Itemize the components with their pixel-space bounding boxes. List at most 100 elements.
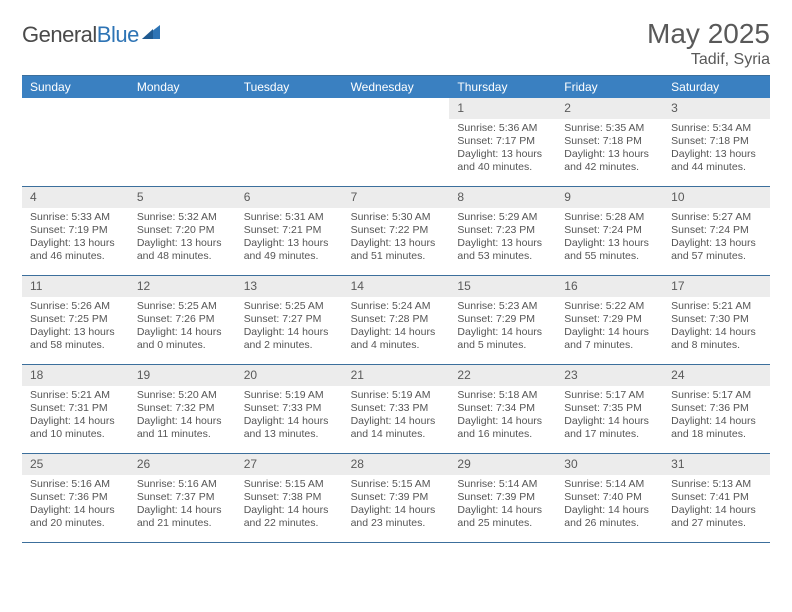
day-details: Sunrise: 5:33 AMSunset: 7:19 PMDaylight:… — [22, 208, 129, 268]
daylight-line-1: Daylight: 13 hours — [564, 237, 657, 250]
day-details: Sunrise: 5:27 AMSunset: 7:24 PMDaylight:… — [663, 208, 770, 268]
day-cell: 20Sunrise: 5:19 AMSunset: 7:33 PMDayligh… — [236, 365, 343, 453]
daylight-line-1: Daylight: 14 hours — [457, 504, 550, 517]
day-number: 22 — [449, 365, 556, 386]
daylight-line-2: and 25 minutes. — [457, 517, 550, 530]
daylight-line-1: Daylight: 14 hours — [137, 326, 230, 339]
daylight-line-1: Daylight: 14 hours — [351, 504, 444, 517]
day-number: 18 — [22, 365, 129, 386]
day-number: 2 — [556, 98, 663, 119]
day-number: 3 — [663, 98, 770, 119]
daylight-line-1: Daylight: 14 hours — [457, 326, 550, 339]
day-cell: 9Sunrise: 5:28 AMSunset: 7:24 PMDaylight… — [556, 187, 663, 275]
week-row: 11Sunrise: 5:26 AMSunset: 7:25 PMDayligh… — [22, 276, 770, 365]
day-cell: 27Sunrise: 5:15 AMSunset: 7:38 PMDayligh… — [236, 454, 343, 542]
day-cell: 24Sunrise: 5:17 AMSunset: 7:36 PMDayligh… — [663, 365, 770, 453]
sunrise-line: Sunrise: 5:36 AM — [457, 122, 550, 135]
day-number: 12 — [129, 276, 236, 297]
sunrise-line: Sunrise: 5:21 AM — [30, 389, 123, 402]
header: GeneralBlue May 2025 Tadif, Syria — [22, 18, 770, 69]
sunset-line: Sunset: 7:39 PM — [457, 491, 550, 504]
daylight-line-2: and 26 minutes. — [564, 517, 657, 530]
sunrise-line: Sunrise: 5:19 AM — [351, 389, 444, 402]
day-number: 31 — [663, 454, 770, 475]
day-number: 19 — [129, 365, 236, 386]
weekday-header: Sunday Monday Tuesday Wednesday Thursday… — [22, 76, 770, 98]
daylight-line-1: Daylight: 14 hours — [671, 326, 764, 339]
logo-sail-icon — [142, 23, 164, 46]
day-cell: 13Sunrise: 5:25 AMSunset: 7:27 PMDayligh… — [236, 276, 343, 364]
day-details: Sunrise: 5:24 AMSunset: 7:28 PMDaylight:… — [343, 297, 450, 357]
daylight-line-2: and 23 minutes. — [351, 517, 444, 530]
daylight-line-2: and 57 minutes. — [671, 250, 764, 263]
day-details: Sunrise: 5:15 AMSunset: 7:38 PMDaylight:… — [236, 475, 343, 535]
day-cell: 17Sunrise: 5:21 AMSunset: 7:30 PMDayligh… — [663, 276, 770, 364]
day-details: Sunrise: 5:16 AMSunset: 7:36 PMDaylight:… — [22, 475, 129, 535]
day-details: Sunrise: 5:25 AMSunset: 7:27 PMDaylight:… — [236, 297, 343, 357]
day-details: Sunrise: 5:31 AMSunset: 7:21 PMDaylight:… — [236, 208, 343, 268]
day-details: Sunrise: 5:14 AMSunset: 7:39 PMDaylight:… — [449, 475, 556, 535]
day-cell: 12Sunrise: 5:25 AMSunset: 7:26 PMDayligh… — [129, 276, 236, 364]
weekday-label: Saturday — [663, 76, 770, 98]
day-cell — [343, 98, 450, 186]
sunset-line: Sunset: 7:39 PM — [351, 491, 444, 504]
day-cell — [236, 98, 343, 186]
daylight-line-1: Daylight: 14 hours — [564, 415, 657, 428]
sunset-line: Sunset: 7:36 PM — [30, 491, 123, 504]
sunrise-line: Sunrise: 5:23 AM — [457, 300, 550, 313]
day-number: 9 — [556, 187, 663, 208]
sunset-line: Sunset: 7:32 PM — [137, 402, 230, 415]
daylight-line-2: and 2 minutes. — [244, 339, 337, 352]
week-row: 18Sunrise: 5:21 AMSunset: 7:31 PMDayligh… — [22, 365, 770, 454]
daylight-line-1: Daylight: 14 hours — [564, 504, 657, 517]
day-details: Sunrise: 5:19 AMSunset: 7:33 PMDaylight:… — [236, 386, 343, 446]
day-number: 29 — [449, 454, 556, 475]
sunset-line: Sunset: 7:30 PM — [671, 313, 764, 326]
daylight-line-2: and 13 minutes. — [244, 428, 337, 441]
daylight-line-1: Daylight: 13 hours — [671, 237, 764, 250]
day-number: 6 — [236, 187, 343, 208]
day-number: 14 — [343, 276, 450, 297]
daylight-line-2: and 10 minutes. — [30, 428, 123, 441]
day-cell: 4Sunrise: 5:33 AMSunset: 7:19 PMDaylight… — [22, 187, 129, 275]
day-number: 23 — [556, 365, 663, 386]
sunrise-line: Sunrise: 5:35 AM — [564, 122, 657, 135]
day-details: Sunrise: 5:13 AMSunset: 7:41 PMDaylight:… — [663, 475, 770, 535]
day-cell: 8Sunrise: 5:29 AMSunset: 7:23 PMDaylight… — [449, 187, 556, 275]
daylight-line-2: and 58 minutes. — [30, 339, 123, 352]
sunrise-line: Sunrise: 5:25 AM — [137, 300, 230, 313]
sunset-line: Sunset: 7:21 PM — [244, 224, 337, 237]
daylight-line-1: Daylight: 13 hours — [671, 148, 764, 161]
day-details: Sunrise: 5:15 AMSunset: 7:39 PMDaylight:… — [343, 475, 450, 535]
daylight-line-2: and 21 minutes. — [137, 517, 230, 530]
day-cell: 19Sunrise: 5:20 AMSunset: 7:32 PMDayligh… — [129, 365, 236, 453]
sunset-line: Sunset: 7:23 PM — [457, 224, 550, 237]
day-details: Sunrise: 5:29 AMSunset: 7:23 PMDaylight:… — [449, 208, 556, 268]
day-details: Sunrise: 5:16 AMSunset: 7:37 PMDaylight:… — [129, 475, 236, 535]
daylight-line-2: and 44 minutes. — [671, 161, 764, 174]
day-cell — [22, 98, 129, 186]
sunset-line: Sunset: 7:34 PM — [457, 402, 550, 415]
sunset-line: Sunset: 7:41 PM — [671, 491, 764, 504]
day-cell: 31Sunrise: 5:13 AMSunset: 7:41 PMDayligh… — [663, 454, 770, 542]
sunset-line: Sunset: 7:28 PM — [351, 313, 444, 326]
day-number: 26 — [129, 454, 236, 475]
day-number: 1 — [449, 98, 556, 119]
day-number: 27 — [236, 454, 343, 475]
day-details: Sunrise: 5:19 AMSunset: 7:33 PMDaylight:… — [343, 386, 450, 446]
day-cell: 3Sunrise: 5:34 AMSunset: 7:18 PMDaylight… — [663, 98, 770, 186]
day-cell: 10Sunrise: 5:27 AMSunset: 7:24 PMDayligh… — [663, 187, 770, 275]
sunrise-line: Sunrise: 5:31 AM — [244, 211, 337, 224]
day-number: 16 — [556, 276, 663, 297]
daylight-line-1: Daylight: 13 hours — [457, 148, 550, 161]
day-details: Sunrise: 5:30 AMSunset: 7:22 PMDaylight:… — [343, 208, 450, 268]
day-cell: 11Sunrise: 5:26 AMSunset: 7:25 PMDayligh… — [22, 276, 129, 364]
sunrise-line: Sunrise: 5:16 AM — [137, 478, 230, 491]
day-details: Sunrise: 5:17 AMSunset: 7:36 PMDaylight:… — [663, 386, 770, 446]
daylight-line-2: and 5 minutes. — [457, 339, 550, 352]
location-heading: Tadif, Syria — [647, 51, 770, 69]
daylight-line-2: and 49 minutes. — [244, 250, 337, 263]
sunrise-line: Sunrise: 5:34 AM — [671, 122, 764, 135]
daylight-line-2: and 20 minutes. — [30, 517, 123, 530]
sunset-line: Sunset: 7:19 PM — [30, 224, 123, 237]
